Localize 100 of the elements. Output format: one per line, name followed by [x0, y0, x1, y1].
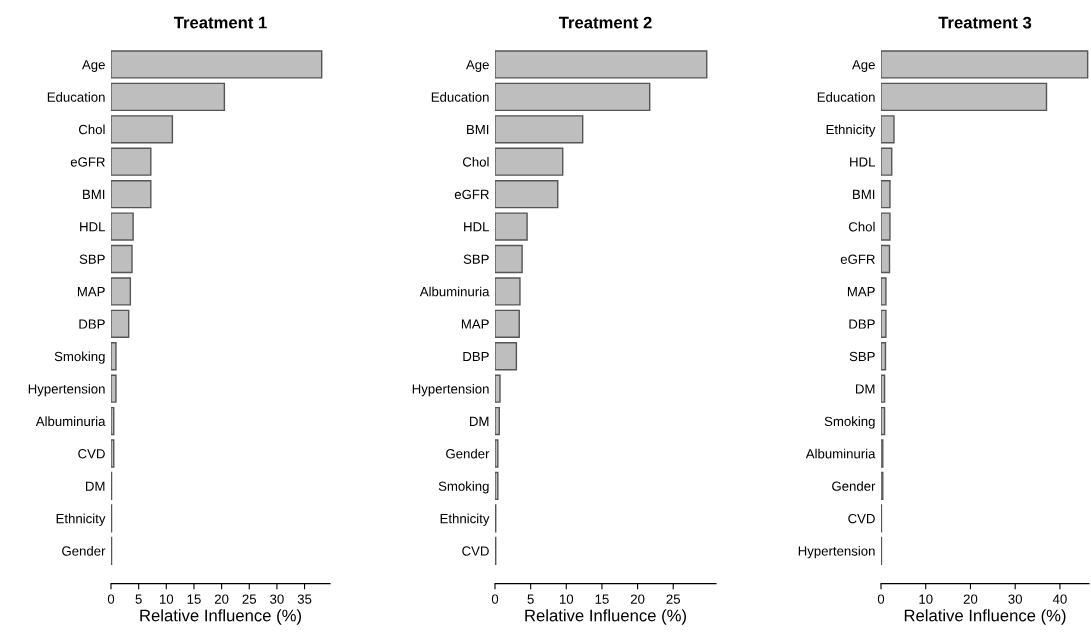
x-tick-label: 25 [242, 594, 257, 604]
x-tick-label: 30 [1008, 594, 1023, 604]
x-tick-label: 10 [919, 594, 933, 604]
bar [495, 471, 499, 501]
y-tick-label: Hypertension [798, 546, 875, 559]
y-tick-label: Albuminuria [35, 416, 106, 427]
y-tick-label: SBP [849, 351, 875, 362]
bar [111, 115, 174, 144]
x-tick-label: 20 [963, 594, 978, 604]
y-tick-label: DBP [79, 319, 105, 329]
y-tick-label: Ethnicity [440, 513, 490, 526]
y-tick-label: DM [856, 384, 875, 394]
bar [495, 82, 651, 112]
bar [881, 309, 887, 338]
y-tick-label: CVD [848, 513, 875, 524]
y-tick-label: DM [470, 416, 489, 426]
bar [495, 115, 584, 144]
bar [495, 50, 708, 79]
y-tick-label: Hypertension [28, 383, 105, 397]
y-tick-label: Gender [446, 448, 490, 459]
y-tick-label: Gender [62, 546, 106, 556]
bar [111, 277, 132, 306]
y-tick-label: Age [82, 60, 105, 72]
y-tick-label: DM [86, 481, 105, 491]
x-tick-label: 25 [666, 594, 681, 604]
x-tick-label: 20 [630, 594, 645, 604]
x-tick-label: 30 [270, 594, 284, 604]
x-axis-title: Relative Influence (%) [525, 609, 686, 625]
y-tick-label: Chol [462, 156, 489, 167]
bar [111, 179, 152, 209]
bar [111, 374, 117, 403]
bar [111, 244, 133, 274]
x-tick-label: 10 [159, 594, 174, 604]
y-tick-label: Hypertension [412, 383, 489, 397]
bar [495, 406, 500, 436]
y-tick-label: eGFR [454, 189, 489, 200]
bar [111, 212, 134, 241]
x-tick-label: 0 [877, 594, 885, 604]
y-tick-label: Gender [832, 481, 876, 491]
y-tick-label: Smoking [438, 481, 489, 494]
x-axis-title: Relative Influence (%) [904, 609, 1066, 625]
y-tick-label: BMI [467, 125, 489, 135]
bar [111, 309, 130, 338]
y-tick-label: MAP [847, 287, 875, 297]
x-tick-label: 5 [135, 594, 142, 604]
y-tick-label: Education [431, 92, 489, 102]
bar [495, 277, 521, 306]
bar [881, 374, 886, 403]
bar [111, 342, 117, 371]
x-tick-label: 10 [559, 594, 574, 604]
x-tick-label: 0 [107, 594, 115, 604]
x-tick-label: 15 [595, 594, 609, 604]
bar [881, 82, 1048, 112]
bar [111, 147, 152, 176]
y-tick-label: Age [466, 60, 489, 72]
x-tick-label: 0 [491, 594, 499, 604]
y-tick-label: SBP [463, 254, 489, 264]
bar [111, 50, 323, 79]
bar [111, 82, 226, 112]
y-tick-label: HDL [850, 157, 876, 167]
y-tick-label: CVD [78, 449, 105, 459]
y-tick-label: Albuminuria [805, 448, 876, 459]
y-tick-label: eGFR [70, 157, 105, 167]
x-tick-label: 40 [1052, 594, 1067, 604]
chart-title: Treatment 1 [173, 16, 267, 29]
bar [881, 342, 887, 371]
y-tick-label: Chol [78, 124, 105, 135]
bar [495, 374, 501, 403]
x-tick-label: 20 [214, 594, 229, 604]
bar [881, 115, 895, 144]
y-tick-label: eGFR [840, 254, 875, 264]
y-tick-label: MAP [77, 287, 105, 297]
bar [495, 439, 499, 468]
bar [881, 50, 1089, 79]
bar [881, 212, 891, 241]
y-tick-label: SBP [79, 254, 105, 264]
y-tick-label: BMI [83, 189, 105, 199]
y-tick-label: Ethnicity [826, 124, 876, 137]
bar [881, 277, 887, 306]
chart-title: Treatment 3 [938, 16, 1032, 29]
y-tick-label: DBP [849, 319, 875, 329]
y-tick-label: Smoking [54, 351, 105, 364]
y-tick-label: BMI [853, 189, 875, 199]
bar [881, 147, 893, 176]
y-tick-label: CVD [462, 546, 489, 556]
bar [495, 212, 528, 241]
bar [881, 179, 891, 209]
y-tick-label: Education [817, 92, 875, 102]
y-tick-label: Albuminuria [419, 286, 490, 297]
chart-title: Treatment 2 [558, 16, 652, 29]
bar [495, 244, 523, 274]
y-tick-label: Smoking [824, 416, 875, 429]
y-tick-label: DBP [463, 351, 489, 362]
bar [881, 406, 886, 436]
bar [495, 179, 559, 209]
bar [495, 342, 518, 371]
x-tick-label: 15 [187, 594, 201, 604]
x-tick-label: 5 [527, 594, 534, 604]
bar [881, 244, 891, 274]
y-tick-label: Education [47, 92, 105, 102]
